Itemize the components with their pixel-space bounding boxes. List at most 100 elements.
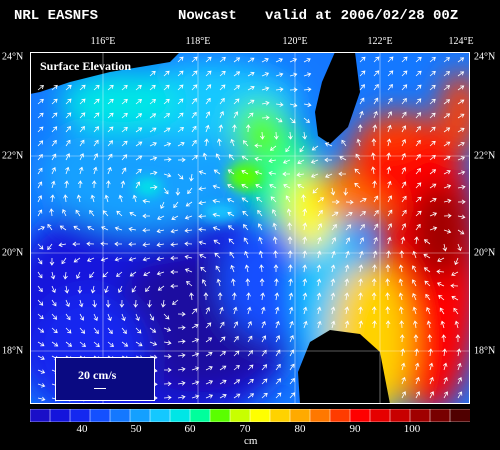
current-arrow <box>415 153 421 161</box>
current-arrow <box>259 278 265 287</box>
velocity-scale-arrow <box>94 388 106 389</box>
current-arrow <box>77 180 83 189</box>
current-arrow <box>371 152 376 161</box>
current-arrow <box>156 256 165 262</box>
current-arrow <box>191 70 198 77</box>
current-arrow <box>247 112 254 119</box>
current-arrow <box>273 250 278 259</box>
map-frame <box>30 52 470 404</box>
current-arrow <box>345 224 352 231</box>
current-arrow <box>228 238 235 245</box>
current-arrow <box>412 306 417 315</box>
current-arrow <box>142 227 151 233</box>
current-arrow <box>37 383 46 388</box>
current-arrow <box>243 224 249 231</box>
current-arrow <box>288 131 293 140</box>
current-arrow <box>443 213 452 219</box>
current-arrow <box>227 198 235 203</box>
current-arrow <box>219 321 225 329</box>
current-arrow <box>37 153 43 161</box>
current-arrow <box>246 306 252 315</box>
current-arrow <box>65 166 70 175</box>
current-arrow <box>191 56 198 63</box>
current-arrow <box>37 257 43 265</box>
current-arrow <box>331 250 336 259</box>
current-arrow <box>429 183 437 189</box>
current-arrow <box>373 236 378 245</box>
current-arrow <box>37 271 43 279</box>
current-arrow <box>107 341 114 347</box>
current-arrow <box>303 102 312 108</box>
current-arrow <box>302 208 308 217</box>
current-arrow <box>87 226 95 231</box>
current-arrow <box>359 56 366 63</box>
current-arrow <box>198 213 207 219</box>
current-arrow <box>37 285 43 293</box>
current-arrow <box>331 224 337 231</box>
current-arrow <box>184 241 193 247</box>
current-arrow <box>51 153 57 161</box>
current-arrow <box>77 285 83 294</box>
lat-label-right-24: 24°N <box>474 51 496 63</box>
current-arrow <box>414 236 419 245</box>
current-arrow <box>37 226 45 231</box>
current-arrow <box>371 138 377 147</box>
current-arrow <box>303 320 308 329</box>
current-arrow <box>441 334 447 343</box>
current-arrow <box>241 155 249 161</box>
current-arrow <box>457 156 466 161</box>
current-arrow <box>343 187 349 196</box>
current-arrow <box>436 269 445 274</box>
current-arrow <box>219 56 226 63</box>
current-arrow <box>261 57 269 63</box>
current-arrow <box>282 171 290 177</box>
colorbar-tick-100: 100 <box>403 423 421 435</box>
current-arrow <box>64 285 70 294</box>
current-arrow <box>205 124 210 133</box>
current-arrow <box>118 194 123 203</box>
current-arrow <box>198 240 207 246</box>
current-arrow <box>457 199 466 205</box>
current-arrow <box>274 306 280 315</box>
colorbar-unit: cm <box>244 435 258 447</box>
current-arrow <box>163 142 172 147</box>
current-arrow <box>100 241 109 247</box>
current-arrow <box>170 283 179 289</box>
current-arrow <box>457 170 466 175</box>
current-arrow <box>116 271 123 277</box>
current-arrow <box>177 367 186 372</box>
current-arrow <box>104 194 109 203</box>
current-arrow <box>102 271 109 278</box>
current-arrow <box>426 320 432 329</box>
current-arrow <box>386 166 392 175</box>
current-arrow <box>89 271 95 279</box>
current-arrow <box>289 392 296 399</box>
current-arrow <box>219 336 226 343</box>
current-arrow <box>247 335 253 343</box>
current-arrow <box>457 99 465 105</box>
current-arrow <box>450 283 459 289</box>
current-arrow <box>217 138 222 147</box>
current-arrow <box>274 292 280 301</box>
current-arrow <box>75 209 81 217</box>
current-arrow <box>387 180 392 189</box>
current-arrow <box>429 154 436 161</box>
current-arrow <box>371 292 377 301</box>
current-arrow <box>177 394 186 400</box>
current-arrow <box>213 169 221 175</box>
current-arrow <box>191 323 199 329</box>
current-arrow <box>302 236 308 245</box>
current-arrow <box>398 278 404 287</box>
current-arrow <box>51 126 58 133</box>
current-arrow <box>37 341 45 347</box>
current-arrow <box>93 327 99 335</box>
current-arrow <box>135 155 143 161</box>
current-arrow <box>107 313 112 322</box>
current-arrow <box>37 85 44 91</box>
current-arrow <box>316 278 322 287</box>
current-arrow <box>65 313 71 321</box>
current-arrow <box>177 157 186 163</box>
current-arrow <box>401 70 408 77</box>
current-arrow <box>89 209 95 217</box>
current-arrow <box>443 155 451 161</box>
